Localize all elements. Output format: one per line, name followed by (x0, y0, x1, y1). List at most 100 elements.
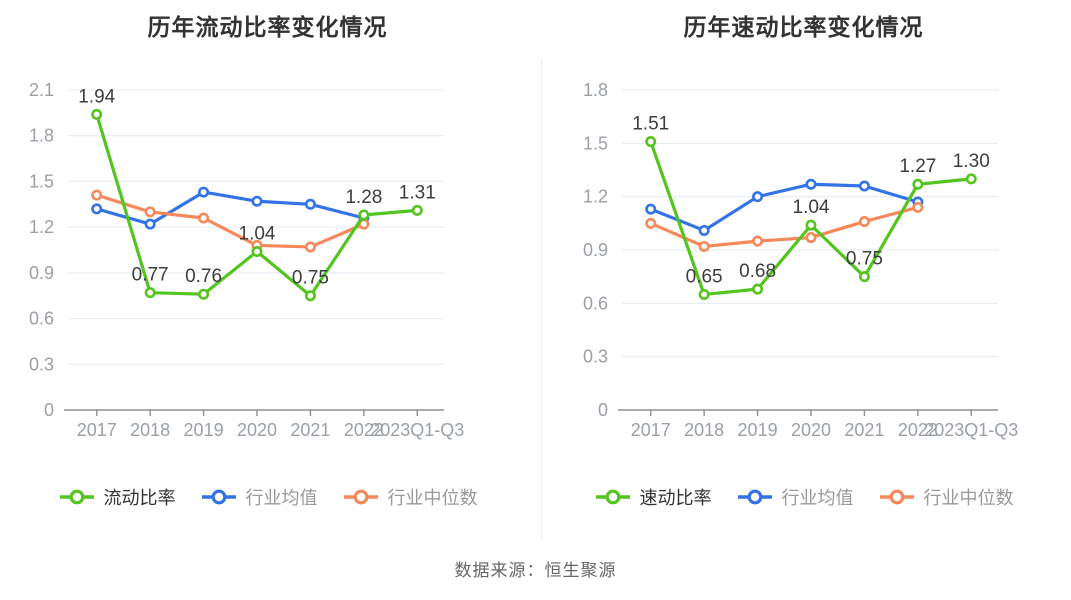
y-axis-label: 1.8 (29, 126, 54, 146)
data-point[interactable] (858, 271, 870, 283)
point-label: 0.68 (739, 261, 776, 282)
chart-title: 历年速动比率变化情况 (683, 14, 924, 40)
x-axis-label: 2018 (684, 420, 724, 440)
legend-label: 行业均值 (781, 488, 854, 508)
data-point[interactable] (91, 203, 103, 215)
data-point[interactable] (752, 191, 764, 203)
point-label: 1.31 (399, 182, 436, 203)
x-axis-label: 2021 (844, 420, 884, 440)
y-axis-label: 0.6 (583, 293, 608, 313)
data-point[interactable] (965, 173, 977, 185)
legend-line-marker-icon (343, 489, 378, 505)
x-axis-label: 2018 (130, 420, 170, 440)
line-chart-plot-area: 0 0.3 0.6 0.9 1.2 1.5 1.8 2017 2018 2019 2020 2021 2… (583, 80, 1018, 440)
data-point[interactable] (698, 240, 710, 252)
legend-line-marker-icon (879, 489, 914, 505)
data-source-note: 数据来源：恒生聚源 (454, 561, 617, 580)
data-point[interactable] (144, 206, 156, 218)
y-axis-label: 0 (44, 400, 54, 420)
legend-line-marker-icon (59, 489, 94, 505)
data-point[interactable] (251, 246, 263, 258)
data-point[interactable] (805, 178, 817, 190)
data-point[interactable] (91, 108, 103, 120)
legend-item-series-2[interactable]: 行业中位数 (878, 484, 1014, 510)
data-point[interactable] (698, 288, 710, 300)
y-axis-label: 0.6 (29, 309, 54, 329)
point-label: 0.75 (292, 268, 329, 289)
panel-divider (541, 58, 542, 540)
line-chart-plot-area: 0 0.3 0.6 0.9 1.2 1.5 1.8 2.1 2017 2018 2019 2020 20… (29, 80, 464, 440)
data-point[interactable] (805, 232, 817, 244)
data-point[interactable] (912, 201, 924, 213)
data-point[interactable] (304, 290, 316, 302)
legend-item-series-1[interactable]: 行业均值 (200, 484, 318, 510)
legend-label: 流动比率 (103, 488, 176, 508)
point-label: 1.27 (899, 156, 936, 177)
x-axis-label: 2022 (898, 420, 938, 440)
y-axis-label: 1.2 (29, 217, 54, 237)
data-point[interactable] (752, 283, 764, 295)
y-axis-label: 1.2 (583, 187, 608, 207)
current-ratio-chart-panel: 历年流动比率变化情况 0 0.3 0.6 0.9 1.2 1.5 1.8 2.1 2017 201… (0, 0, 535, 540)
legend-item-series-2[interactable]: 行业中位数 (342, 484, 478, 510)
x-axis-label: 2021 (290, 420, 330, 440)
point-label: 1.94 (78, 86, 115, 107)
x-axis-label: 2023Q1-Q3 (924, 420, 1018, 440)
legend-item-series-0[interactable]: 流动比率 (58, 484, 176, 510)
data-point[interactable] (411, 204, 423, 216)
y-axis-label: 0.9 (29, 263, 54, 283)
x-axis-label: 2020 (791, 420, 831, 440)
data-point[interactable] (752, 235, 764, 247)
chart-legend: 速动比率 行业均值 行业中位数 (536, 484, 1071, 510)
legend-label: 行业均值 (245, 488, 318, 508)
legend-item-series-1[interactable]: 行业均值 (736, 484, 854, 510)
data-point[interactable] (251, 195, 263, 207)
y-axis-label: 2.1 (29, 80, 54, 100)
legend-item-series-0[interactable]: 速动比率 (594, 484, 712, 510)
point-label: 1.28 (345, 187, 382, 208)
x-axis-label: 2023Q1-Q3 (370, 420, 464, 440)
x-axis-label: 2020 (237, 420, 277, 440)
chart-title: 历年流动比率变化情况 (147, 14, 388, 40)
legend-line-marker-icon (595, 489, 630, 505)
data-point[interactable] (858, 216, 870, 228)
data-point[interactable] (645, 136, 657, 148)
y-axis-label: 0.3 (29, 354, 54, 374)
data-point[interactable] (198, 212, 210, 224)
data-point[interactable] (698, 224, 710, 236)
data-point[interactable] (358, 209, 370, 221)
data-point[interactable] (304, 241, 316, 253)
legend-line-marker-icon (737, 489, 772, 505)
y-axis-label: 0.3 (583, 347, 608, 367)
data-point[interactable] (858, 180, 870, 192)
data-point[interactable] (912, 178, 924, 190)
data-point[interactable] (144, 287, 156, 299)
point-label: 1.51 (632, 114, 669, 135)
data-point[interactable] (198, 186, 210, 198)
point-label: 1.04 (793, 197, 830, 218)
legend-label: 速动比率 (639, 488, 712, 508)
data-point[interactable] (91, 189, 103, 201)
data-point[interactable] (144, 218, 156, 230)
data-point[interactable] (198, 288, 210, 300)
series-line-1 (95, 190, 366, 226)
point-label: 1.04 (239, 224, 276, 245)
x-axis-label: 2019 (184, 420, 224, 440)
x-axis-label: 2019 (738, 420, 778, 440)
data-point[interactable] (304, 198, 316, 210)
x-axis-label: 2017 (631, 420, 671, 440)
y-axis-label: 1.8 (583, 80, 608, 100)
series-line-2 (95, 193, 366, 249)
x-axis-label: 2022 (344, 420, 384, 440)
point-label: 0.65 (686, 266, 723, 287)
legend-line-marker-icon (201, 489, 236, 505)
point-label: 0.76 (185, 266, 222, 287)
data-point[interactable] (805, 219, 817, 231)
point-label: 1.30 (953, 151, 990, 172)
x-axis-label: 2017 (77, 420, 117, 440)
quick-ratio-chart-panel: 历年速动比率变化情况 0 0.3 0.6 0.9 1.2 1.5 1.8 2017 2018 20… (536, 0, 1071, 540)
y-axis-label: 0 (598, 400, 608, 420)
data-point[interactable] (645, 203, 657, 215)
data-point[interactable] (645, 217, 657, 229)
y-axis-label: 1.5 (583, 133, 608, 153)
